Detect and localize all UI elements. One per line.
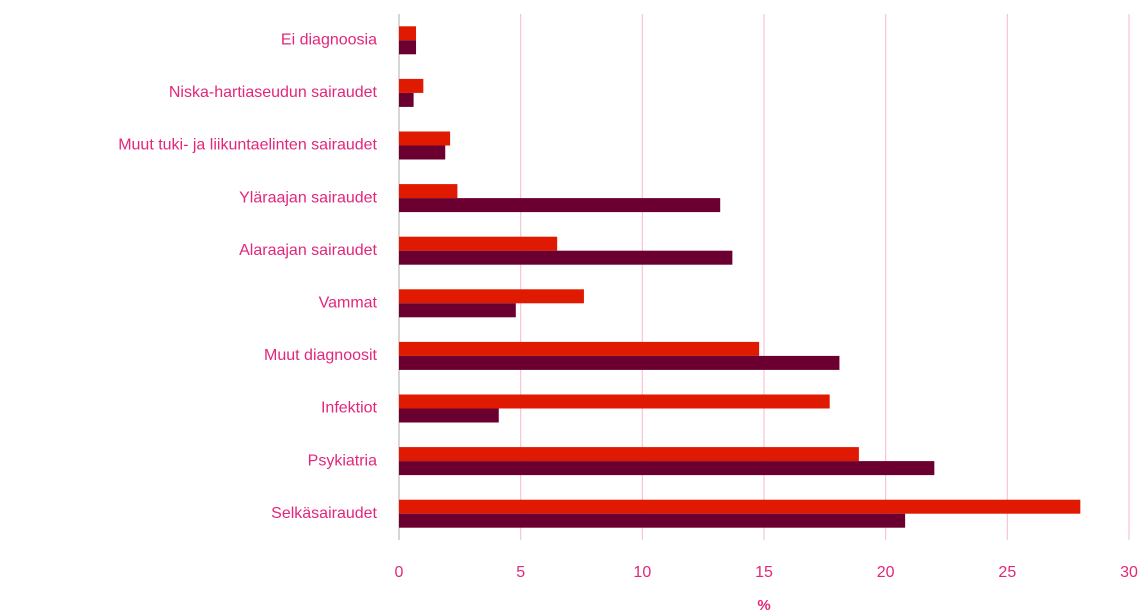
bar bbox=[399, 341, 760, 356]
bar bbox=[399, 131, 451, 146]
bar bbox=[399, 447, 859, 462]
x-tick-label: 5 bbox=[516, 564, 525, 581]
x-tick-label: 0 bbox=[395, 564, 404, 581]
x-axis-title: % bbox=[757, 597, 770, 614]
y-tick-label: Infektiot bbox=[321, 400, 378, 417]
y-tick-label: Alaraajan sairaudet bbox=[239, 242, 377, 259]
bar bbox=[399, 145, 446, 160]
y-tick-label: Psykiatria bbox=[308, 452, 377, 469]
bar bbox=[399, 289, 584, 304]
y-tick-label: Muut diagnoosit bbox=[264, 347, 378, 364]
bar bbox=[399, 184, 458, 199]
bar bbox=[399, 499, 1081, 514]
y-tick-label: Muut tuki- ja liikuntaelinten sairaudet bbox=[118, 137, 377, 154]
y-tick-label: Selkäsairaudet bbox=[271, 505, 377, 522]
bar bbox=[399, 355, 840, 370]
y-tick-label: Ei diagnoosia bbox=[281, 32, 377, 49]
bar bbox=[399, 198, 721, 213]
bar bbox=[399, 236, 558, 251]
x-tick-label: 25 bbox=[998, 564, 1016, 581]
y-tick-label: Yläraajan sairaudet bbox=[239, 189, 377, 206]
x-tick-label: 15 bbox=[755, 564, 773, 581]
bar bbox=[399, 394, 830, 409]
bar bbox=[399, 250, 733, 265]
bar bbox=[399, 78, 424, 93]
bar bbox=[399, 92, 414, 107]
x-tick-label: 30 bbox=[1120, 564, 1138, 581]
y-tick-label: Niska-hartiaseudun sairaudet bbox=[169, 84, 378, 101]
bar bbox=[399, 303, 516, 318]
x-tick-label: 20 bbox=[877, 564, 895, 581]
bar bbox=[399, 461, 935, 476]
y-tick-label: Vammat bbox=[319, 295, 378, 312]
x-tick-label: 10 bbox=[633, 564, 651, 581]
bar bbox=[399, 408, 499, 423]
bar bbox=[399, 513, 906, 528]
bar bbox=[399, 26, 417, 41]
bar bbox=[399, 40, 417, 55]
